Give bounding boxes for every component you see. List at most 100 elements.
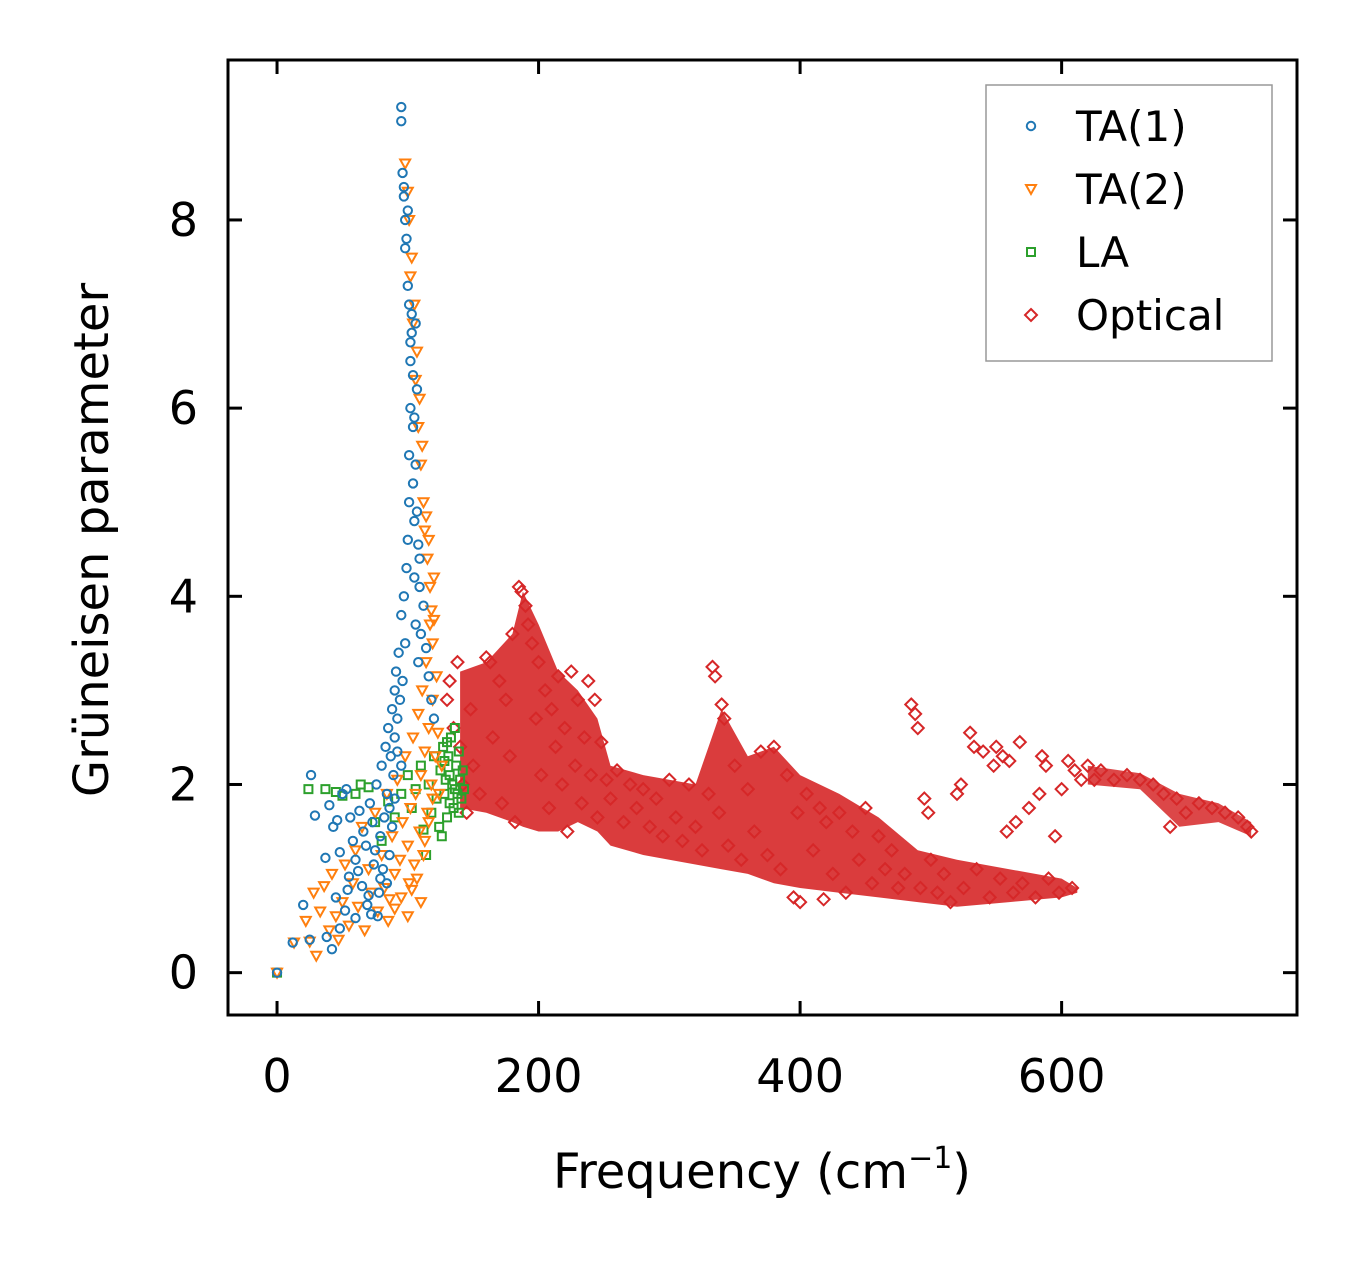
data-point: [406, 327, 417, 339]
data-point: [452, 739, 468, 755]
data-point: [367, 816, 378, 828]
series-ta-1-: [271, 101, 440, 978]
data-point: [449, 784, 460, 795]
data-point: [943, 894, 958, 910]
data-point: [405, 337, 416, 348]
legend-label: Optical: [1076, 291, 1224, 340]
data-point: [733, 852, 749, 868]
data-point: [341, 783, 352, 795]
data-point: [498, 692, 514, 708]
data-point: [463, 701, 478, 717]
data-point: [753, 744, 769, 759]
data-point: [297, 899, 309, 911]
data-point: [563, 664, 579, 679]
data-point: [330, 892, 342, 903]
density-cloud-layer: [460, 591, 1252, 907]
data-point: [331, 815, 343, 826]
data-point: [381, 878, 393, 889]
data-point: [1067, 762, 1083, 778]
data-point: [418, 600, 429, 611]
data-point: [398, 591, 410, 602]
data-point: [1132, 772, 1148, 788]
data-point: [402, 205, 414, 216]
data-point: [377, 863, 389, 875]
data-point: [407, 859, 422, 872]
data-point: [381, 915, 395, 928]
data-point: [398, 751, 412, 764]
data-point: [812, 800, 828, 816]
data-point: [442, 812, 453, 823]
data-point: [447, 779, 458, 790]
data-point: [541, 800, 557, 816]
data-point: [912, 880, 928, 896]
data-point: [411, 421, 425, 435]
data-point: [485, 730, 501, 745]
data-point: [786, 889, 801, 905]
optical-density-cloud: [460, 591, 1078, 907]
legend-entry: Optical: [1023, 291, 1224, 340]
y-tick-label: 2: [169, 757, 198, 811]
data-point: [434, 821, 445, 832]
data-point: [338, 859, 352, 872]
data-point: [390, 666, 402, 677]
series-ta-2-: [270, 158, 449, 980]
data-point: [416, 497, 431, 510]
data-point: [393, 647, 404, 658]
data-point: [616, 814, 631, 830]
data-point: [884, 842, 900, 858]
legend-frame: [985, 84, 1273, 362]
data-point: [439, 692, 455, 708]
data-point: [408, 788, 423, 801]
data-point: [727, 758, 743, 774]
legend-entry: TA(1): [1025, 102, 1187, 151]
data-point: [402, 280, 414, 292]
data-point: [386, 704, 398, 715]
data-point: [398, 191, 410, 202]
data-point: [574, 795, 590, 811]
data-point: [514, 584, 529, 600]
data-point: [1041, 871, 1056, 886]
data-point: [313, 906, 327, 919]
data-point: [403, 271, 418, 284]
data-point: [518, 598, 533, 614]
data-point: [382, 894, 397, 907]
data-point: [368, 807, 382, 820]
data-point: [1217, 805, 1233, 821]
data-point: [405, 252, 419, 265]
data-point: [403, 803, 418, 816]
data-point: [871, 828, 886, 844]
data-point: [352, 865, 364, 877]
data-point: [372, 911, 383, 922]
data-point: [609, 762, 625, 778]
data-point: [398, 181, 410, 193]
data-point: [740, 781, 756, 797]
data-point: [418, 525, 432, 538]
data-point: [851, 852, 867, 868]
data-point: [986, 758, 1002, 774]
data-point: [403, 449, 415, 461]
data-point: [910, 720, 926, 736]
data-point: [1230, 809, 1246, 825]
data-point: [331, 934, 346, 947]
data-point: [975, 744, 991, 759]
data-point: [544, 701, 560, 717]
data-point: [459, 784, 470, 795]
data-point: [396, 609, 407, 621]
data-point: [966, 739, 982, 755]
data-point: [897, 866, 913, 882]
data-point: [415, 760, 426, 771]
data-point: [384, 802, 395, 814]
data-point: [455, 777, 471, 792]
data-point: [825, 866, 841, 882]
data-point: [317, 881, 331, 894]
data-point: [953, 777, 969, 792]
axis-ticks: 0 200 400 600 0 2 4 6 8: [169, 60, 1297, 1103]
plot-frame: [226, 58, 1299, 1017]
data-point: [1001, 753, 1017, 769]
data-point: [402, 214, 416, 228]
data-point: [1169, 791, 1185, 807]
data-point: [448, 803, 459, 814]
data-point: [1106, 772, 1122, 788]
data-point: [1012, 734, 1028, 750]
